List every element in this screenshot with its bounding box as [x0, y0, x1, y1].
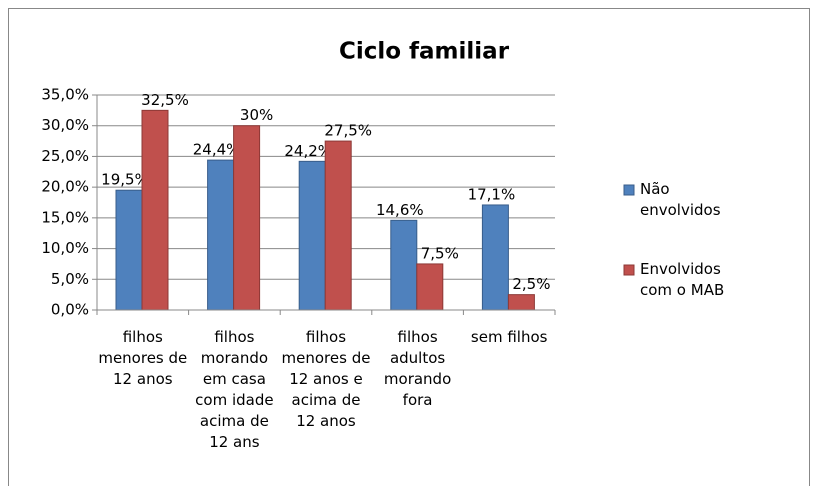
- bar: [416, 263, 444, 311]
- x-tick-label-box: filhos adultos morando fora: [383, 328, 452, 409]
- y-tick-label: 30,0%: [41, 116, 89, 134]
- y-tick-label: 15,0%: [41, 208, 89, 226]
- x-tick-label: filhos adultos morando fora: [383, 328, 452, 409]
- bar: [141, 109, 169, 311]
- bar: [390, 219, 418, 311]
- data-label: 17,1%: [468, 185, 516, 203]
- legend-label: Não envolvidos: [640, 180, 721, 219]
- x-tick-label-box: filhos menores de 12 anos e acima de 12 …: [281, 328, 371, 430]
- legend-label: Envolvidos com o MAB: [640, 260, 725, 299]
- data-label: 24,4%: [193, 141, 241, 159]
- bar: [324, 140, 352, 311]
- chart-title: Ciclo familiar: [339, 39, 510, 65]
- y-tick-label: 25,0%: [41, 147, 89, 165]
- x-tick-label: filhos menores de 12 anos: [98, 328, 188, 388]
- legend-label-box: Envolvidos com o MAB: [640, 260, 725, 299]
- data-label: 14,6%: [376, 201, 424, 219]
- legend-swatch: [623, 264, 635, 276]
- y-tick-label: 10,0%: [41, 239, 89, 257]
- data-label: 19,5%: [101, 171, 149, 189]
- bar: [207, 159, 235, 311]
- data-label: 24,2%: [284, 142, 332, 160]
- y-tick-label: 35,0%: [41, 86, 89, 104]
- data-label: 7,5%: [421, 244, 459, 262]
- x-tick-label-box: filhos morando em casa com idade acima d…: [195, 328, 274, 451]
- data-label: 30%: [240, 106, 273, 124]
- y-tick-label: 5,0%: [51, 270, 89, 288]
- x-tick-label-box: filhos menores de 12 anos: [98, 328, 188, 388]
- x-tick-label: filhos menores de 12 anos e acima de 12 …: [281, 328, 371, 430]
- data-label: 27,5%: [324, 122, 372, 140]
- x-tick-label: filhos morando em casa com idade acima d…: [195, 328, 274, 451]
- data-label: 32,5%: [141, 91, 189, 109]
- bar: [233, 125, 261, 311]
- x-tick-label: sem filhos: [470, 328, 548, 346]
- bar: [298, 160, 326, 311]
- bar: [115, 189, 143, 311]
- legend-label-box: Não envolvidos: [640, 180, 721, 219]
- data-label: 2,5%: [512, 275, 550, 293]
- y-tick-label: 20,0%: [41, 178, 89, 196]
- legend-swatch: [623, 184, 635, 196]
- x-tick-label-box: sem filhos: [470, 328, 548, 346]
- y-tick-label: 0,0%: [51, 301, 89, 319]
- bar: [507, 294, 535, 311]
- bar: [481, 204, 509, 311]
